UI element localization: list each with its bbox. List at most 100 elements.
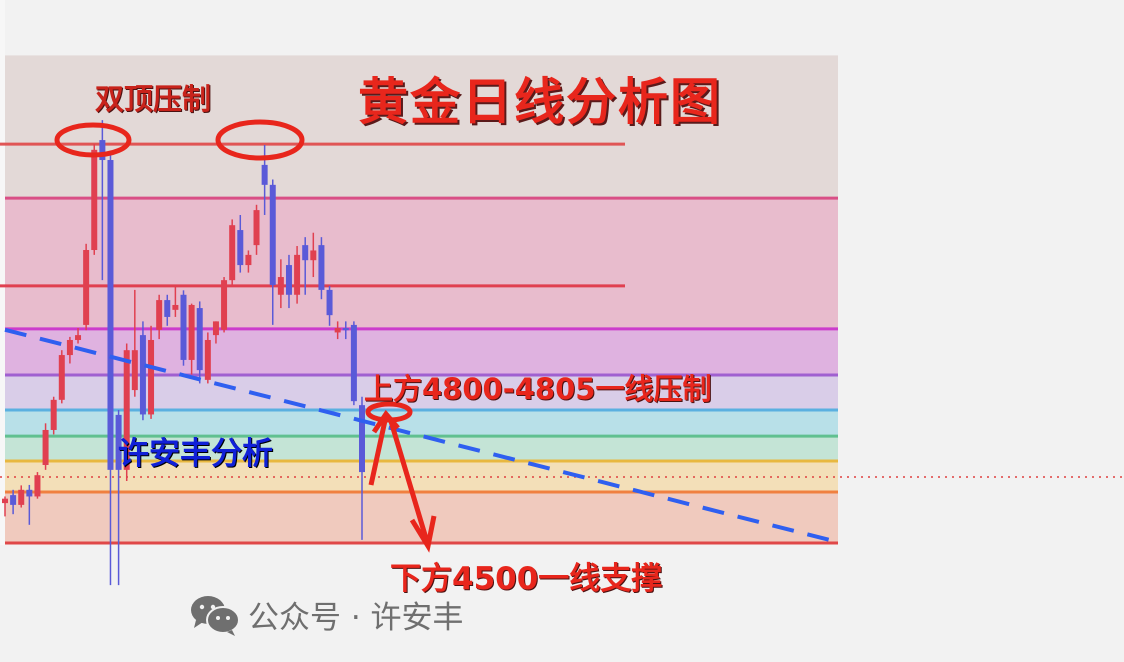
candle-body [180,294,187,360]
candle-body [294,254,301,295]
candle-down [285,254,292,309]
candle-body [75,335,82,340]
candle-body [50,399,57,430]
candle-body [277,277,284,295]
candle-up [148,325,155,419]
candle-down [350,321,357,406]
candle-body [188,304,195,360]
candle-up [131,289,138,397]
candle-up [66,336,73,364]
candle-down [10,489,17,515]
candle-down [342,321,349,340]
candle-up [277,259,284,309]
candle-down [107,152,114,586]
candle-body [326,289,333,316]
candle-body [245,254,252,266]
candle-body [253,210,260,246]
candle-up [18,485,25,508]
candle-body [261,164,268,185]
candle-up [34,472,41,499]
candle-up [253,204,260,255]
candle-up [123,343,130,481]
candle-body [42,429,49,465]
candle-down [139,321,146,421]
second-top-circle [215,119,305,161]
candle-body [2,498,8,504]
double-top-label: 双顶压制 [95,82,212,116]
support-label: 下方4500一线支撑 [390,561,663,597]
candle-up [204,332,211,384]
candle-down [26,484,33,525]
candle-down [269,179,276,325]
candle-up [334,321,341,340]
candle-up [83,243,90,331]
candle-up [75,328,82,344]
candle-body [139,335,146,415]
candle-body [156,300,163,330]
candle-body [99,140,106,161]
candle-up [2,496,8,517]
candle-body [334,328,341,333]
candle-body [302,245,309,261]
candle-up [50,396,57,435]
wechat-icon [190,593,240,637]
author-label: 许安丰分析 [118,436,273,472]
candle-down [237,214,244,273]
candle-body [196,308,203,371]
candle-up [91,144,98,255]
candle-down [318,237,325,300]
candle-body [91,149,98,251]
candle-body [212,321,219,336]
candle-body [359,405,365,473]
candle-body [285,265,292,295]
candle-up [42,423,49,470]
candle-body [204,339,211,380]
candle-body [115,414,122,470]
candle-up [229,219,236,286]
candle-body [66,339,73,356]
candle-up [212,321,219,344]
annotation-marks [54,119,437,553]
candle-up [172,285,179,317]
first-top-circle [54,122,132,158]
price-band [5,198,838,329]
candle-body [237,230,244,266]
candle-body [34,475,41,497]
watermark: 公众号 · 许安丰 [190,592,464,637]
candle-body [131,350,138,391]
candle-body [26,489,33,497]
chart-title: 黄金日线分析图 [358,72,722,131]
candle-up [58,350,65,404]
candle-body [18,489,25,505]
candle-up [294,246,301,304]
candle-body [318,245,325,290]
candle-body [350,324,357,402]
candle-down [196,301,203,384]
candle-down [115,410,122,586]
candle-up [310,232,317,278]
candle-down [326,285,333,326]
price-band [5,436,838,461]
price-band [5,55,838,199]
candle-up [221,277,228,333]
chart-left-margin [0,0,5,545]
candle-body [148,339,155,415]
candle-down [180,290,187,366]
watermark-text: 公众号 · 许安丰 [248,600,464,636]
candle-body [310,250,317,261]
candle-body [58,355,65,400]
candle-body [83,250,90,325]
down-arrow [387,417,437,553]
candle-body [229,225,236,281]
candle-down [164,294,171,326]
candle-body [172,304,179,310]
candle-body [221,280,228,330]
resistance-label: 上方4800-4805一线压制 [364,372,712,406]
candle-down [99,120,106,281]
candle-body [10,495,17,505]
candle-body [123,350,130,470]
candle-down [302,237,309,295]
candle-up [188,303,195,375]
candle-body [107,160,114,470]
